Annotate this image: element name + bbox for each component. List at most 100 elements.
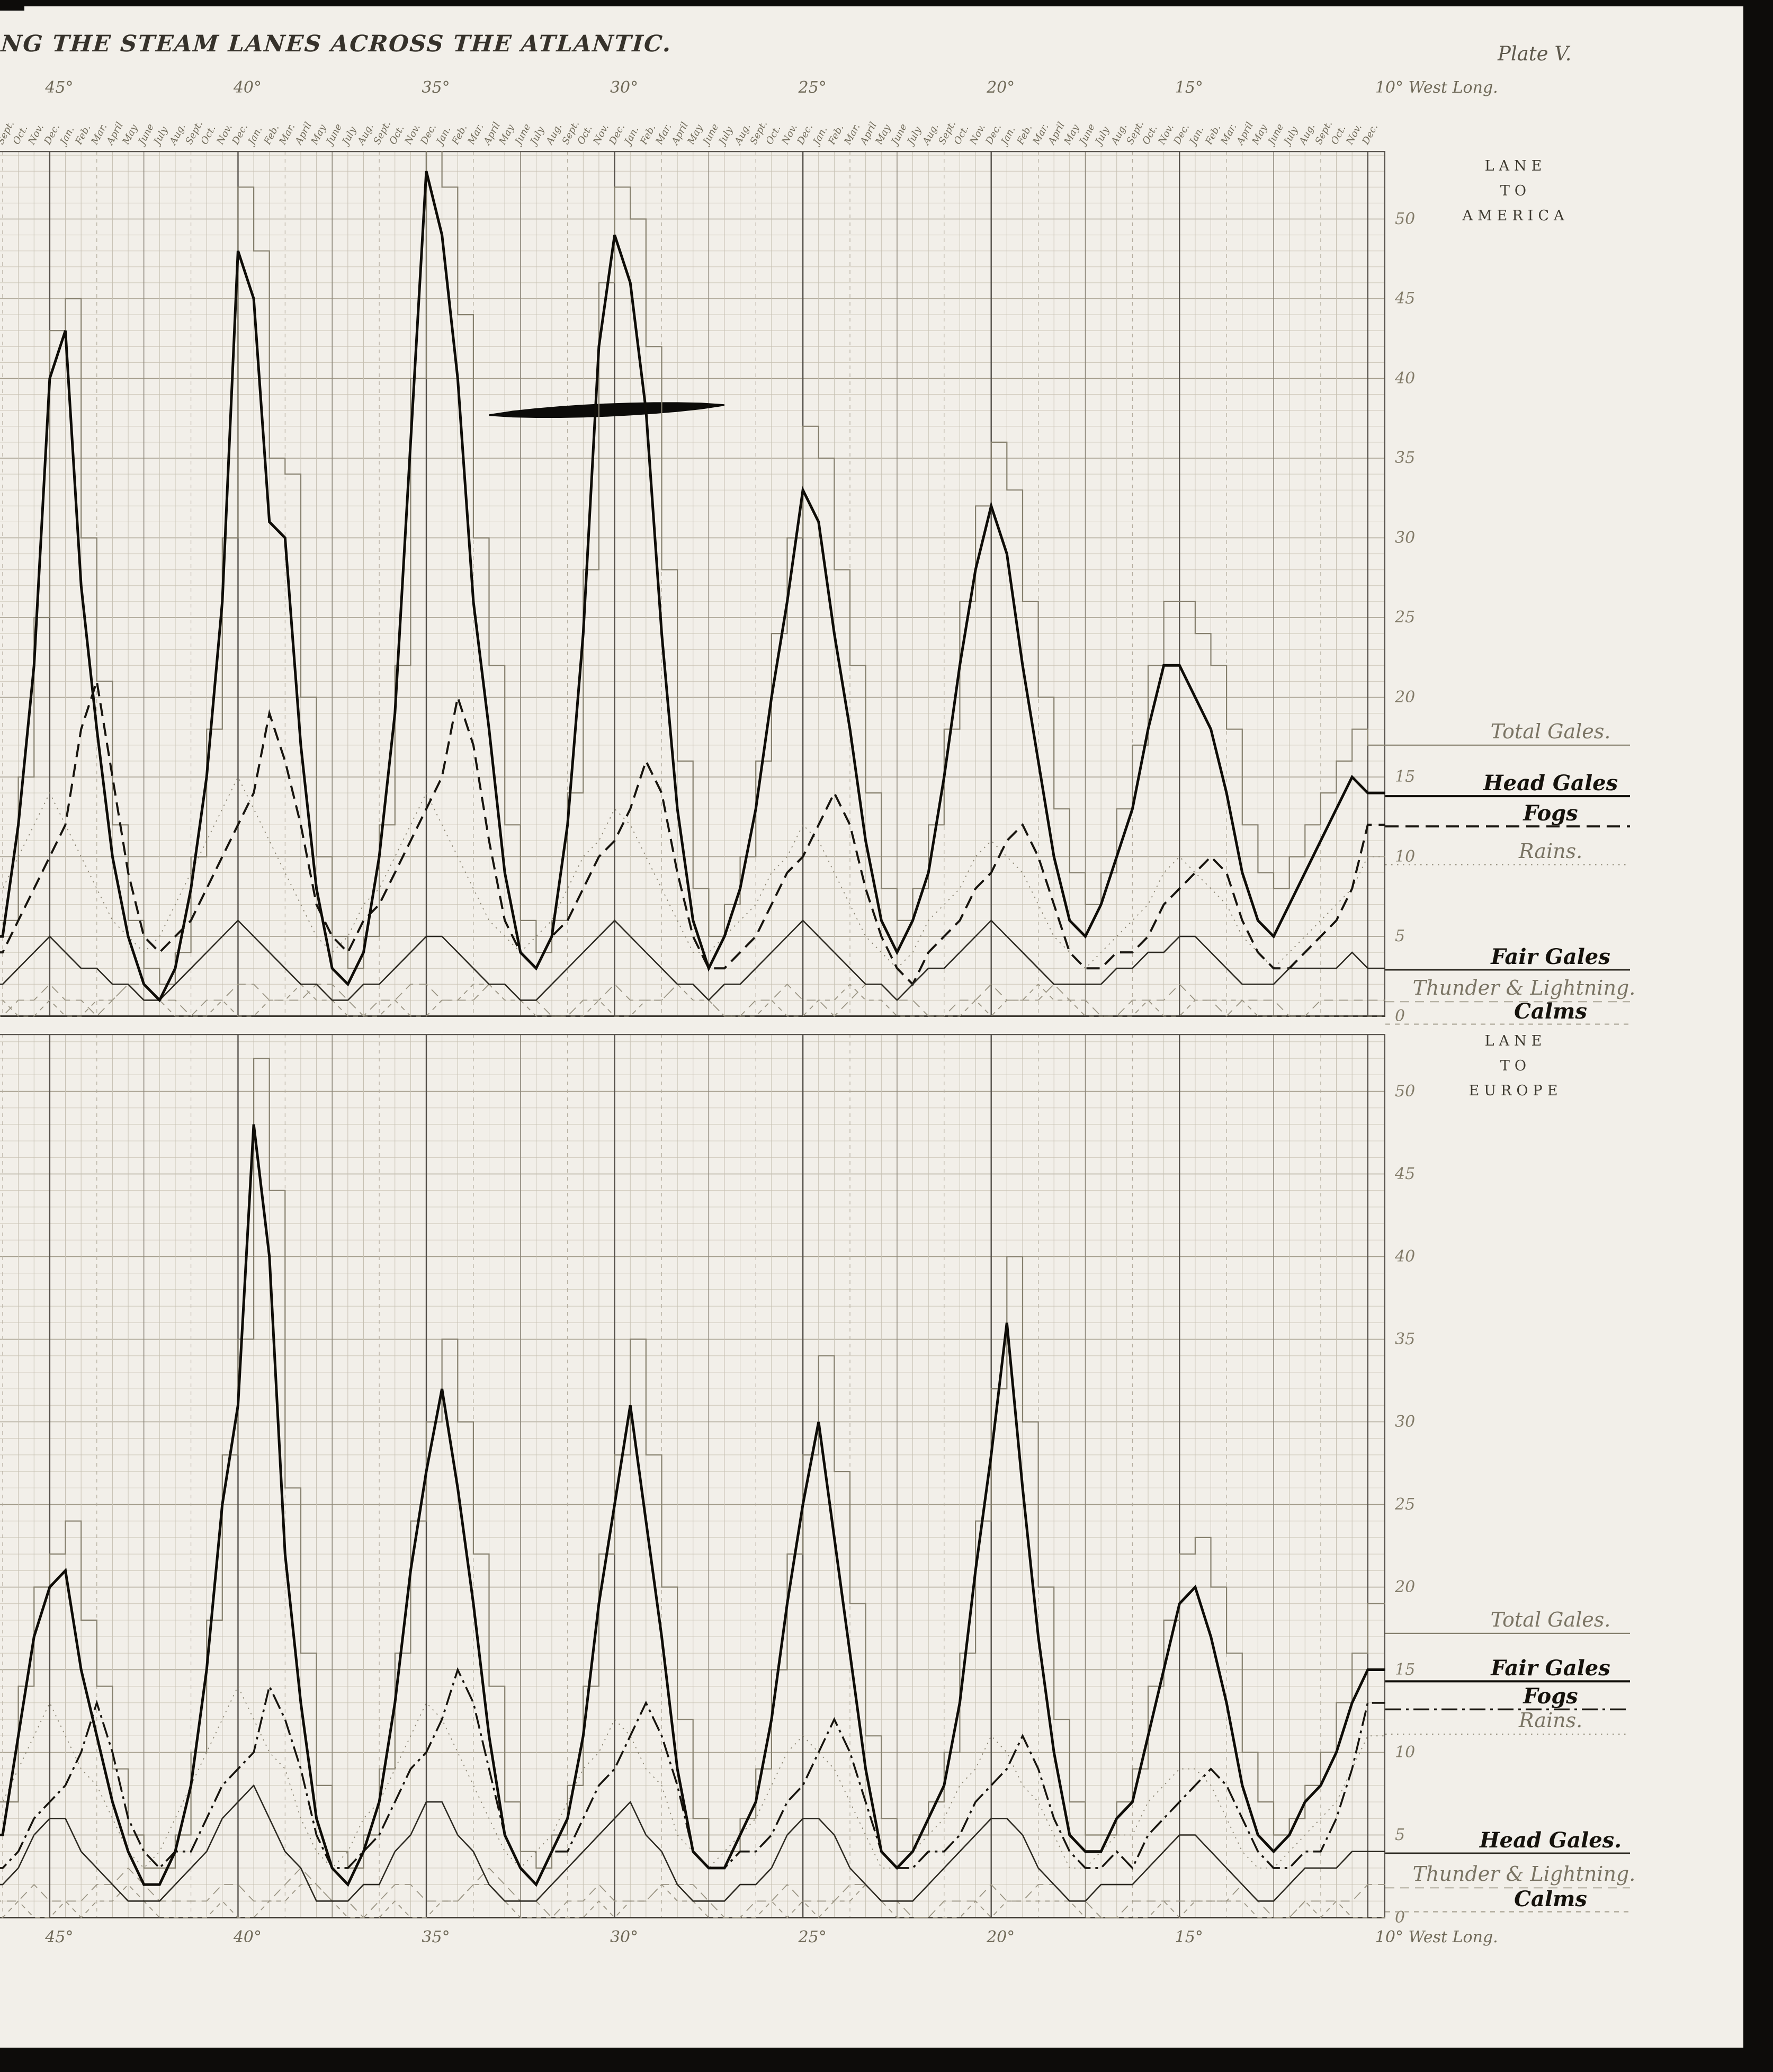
plate-title: NG THE STEAM LANES ACROSS THE ATLANTIC. [0, 31, 673, 57]
month-tick-label: Aug. [1109, 121, 1130, 147]
legend-label-fair_gales: Fair Gales [1491, 944, 1610, 970]
y-tick-label: 5 [1395, 1825, 1405, 1844]
side-label-lane-to-europe: LANE TO EUROPE [1447, 1029, 1584, 1103]
month-tick-label: Nov. [779, 122, 800, 147]
grid-vertical [2, 1034, 1369, 1918]
month-tick-label: Feb. [1015, 122, 1035, 147]
month-tick-label: Aug. [732, 121, 753, 147]
scan-border-bottom [0, 2048, 1773, 2072]
longitude-label: 25° [798, 78, 827, 97]
side-label-line: LANE [1484, 1033, 1547, 1049]
longitude-label: 30° [610, 1928, 639, 1946]
side-label-line: LANE [1484, 158, 1547, 174]
longitude-label: 20° [987, 1928, 1015, 1946]
scan-border-top-left [0, 0, 24, 11]
legend-label-head_gales: Head Gales. [1479, 1827, 1622, 1853]
month-tick-label: Aug. [355, 121, 377, 147]
plot-area [0, 151, 1385, 1017]
scan-border-top [0, 0, 1773, 6]
legend-label-thunder_lightning: Thunder & Lightning. [1412, 1862, 1636, 1886]
side-label-line: TO [1500, 183, 1532, 199]
y-tick-label: 10 [1395, 847, 1416, 866]
y-tick-label: 5 [1395, 927, 1405, 945]
month-tick-label: Nov. [591, 122, 611, 147]
y-tick-label: 25 [1395, 608, 1416, 627]
month-tick-label: Aug. [167, 121, 188, 147]
month-tick-label: Nov. [214, 122, 235, 147]
y-tick-label: 0 [1395, 1006, 1405, 1025]
legend-label-rains: Rains. [1518, 839, 1583, 863]
month-tick-label: Mar. [277, 121, 298, 147]
month-tick-label: Feb. [1203, 122, 1223, 147]
side-label-line: AMERICA [1462, 208, 1569, 224]
month-tick-label: Mar. [1030, 121, 1051, 147]
series-line-total_gales [0, 1058, 1385, 1869]
y-tick-label: 20 [1395, 1577, 1416, 1596]
side-label-line: TO [1500, 1058, 1532, 1074]
month-tick-label: Dec. [606, 122, 627, 147]
month-tick-label: Jan. [246, 124, 265, 147]
y-tick-label: 45 [1395, 289, 1416, 308]
month-tick-label: July [1093, 124, 1112, 147]
legend-label-calms: Calms [1514, 1886, 1587, 1912]
legend-lines [1385, 744, 1630, 1025]
series-line-calms [0, 984, 1385, 1017]
month-tick-label: Mar. [465, 121, 486, 147]
month-tick-label: April [293, 120, 314, 147]
month-tick-label: June [513, 122, 533, 147]
month-tick-label: June [136, 122, 156, 147]
month-tick-label: July [717, 124, 736, 147]
longitude-label: 20° [987, 78, 1015, 97]
y-tick-label: 30 [1395, 1412, 1416, 1431]
month-tick-label: Dec. [795, 122, 816, 147]
series-line-fair_gales [0, 1124, 1385, 1887]
longitude-label: 10° West Long. [1375, 1928, 1498, 1946]
longitude-label: 40° [233, 1928, 262, 1946]
longitude-label: 15° [1175, 78, 1203, 97]
y-tick-label: 40 [1395, 369, 1416, 388]
legend-label-total_gales: Total Gales. [1490, 1607, 1611, 1631]
y-tick-label: 50 [1395, 1082, 1416, 1101]
month-tick-label: June [1077, 122, 1098, 147]
month-tick-label: Feb. [73, 122, 93, 147]
month-tick-label: Dec. [983, 122, 1004, 147]
plate-number: Plate V. [1498, 42, 1572, 65]
ink-mark [489, 402, 724, 418]
y-tick-label: 45 [1395, 1164, 1416, 1183]
longitude-label: 25° [798, 1928, 827, 1946]
series-line-thunder_lightning [0, 1867, 1385, 1918]
month-tick-label: Feb. [262, 122, 282, 147]
legend-label-thunder_lightning: Thunder & Lightning. [1412, 976, 1636, 1000]
month-tick-label: Mar. [842, 121, 863, 147]
legend-label-fogs: Fogs [1523, 1684, 1578, 1709]
y-tick-label: 0 [1395, 1908, 1405, 1927]
longitude-label: 45° [45, 78, 74, 97]
legend-label-fair_gales: Fair Gales [1491, 1656, 1610, 1681]
legend-label-calms: Calms [1514, 998, 1587, 1024]
legend-label-head_gales: Head Gales [1483, 771, 1618, 796]
longitude-label: 45° [45, 1928, 74, 1946]
side-label-lane-to-america: LANE TO AMERICA [1447, 154, 1584, 228]
y-tick-label: 30 [1395, 528, 1416, 547]
series-line-head_gales [0, 171, 1385, 1003]
series-line-fogs [0, 1667, 1385, 1887]
y-tick-label: 35 [1395, 1329, 1416, 1348]
longitude-label: 30° [610, 78, 639, 97]
month-tick-label: Feb. [638, 122, 658, 147]
plot-area [0, 1034, 1385, 1918]
month-tick-label: Dec. [1360, 122, 1380, 147]
month-tick-label: June [324, 122, 345, 147]
month-tick-label: Aug. [920, 121, 941, 147]
longitude-label: 10° West Long. [1375, 78, 1498, 97]
y-tick-label: 10 [1395, 1743, 1416, 1762]
month-tick-label: Feb. [826, 122, 846, 147]
month-tick-label: Aug. [544, 121, 565, 147]
month-tick-label: Dec. [1171, 122, 1192, 147]
grid-vertical [2, 151, 1369, 1017]
month-tick-label: Nov. [26, 122, 47, 147]
month-tick-label: Dec. [418, 122, 439, 147]
month-tick-label: Nov. [402, 122, 423, 147]
month-tick-label: June [701, 122, 721, 147]
legend-label-rains: Rains. [1518, 1709, 1583, 1732]
legend-label-fogs: Fogs [1523, 801, 1578, 826]
